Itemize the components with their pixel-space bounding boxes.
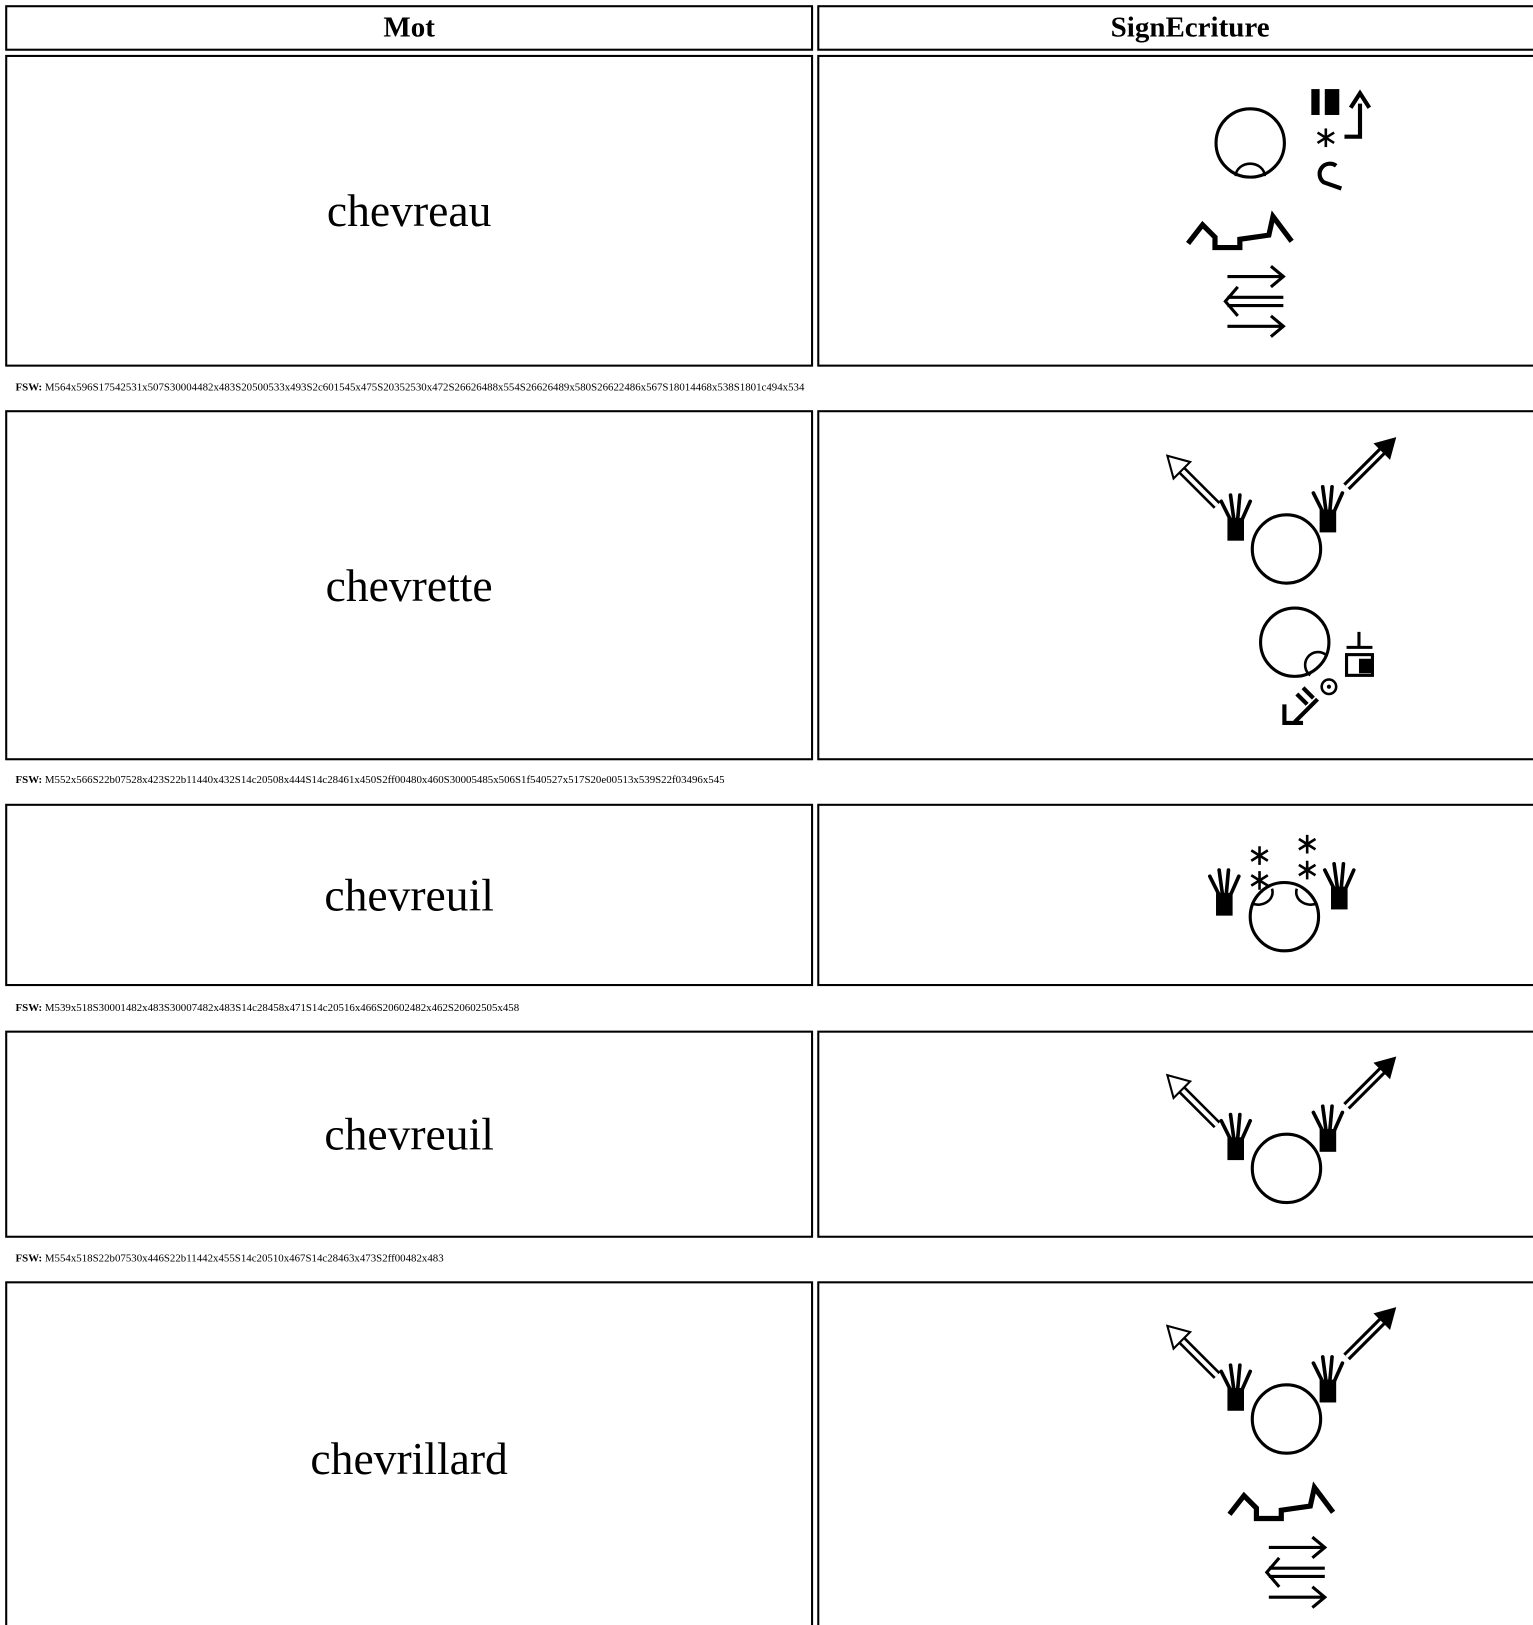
fsw-line: FSW: M564x596S17542531x507S30004482x483S…: [16, 382, 805, 393]
word-cell: chevreuil: [5, 803, 814, 987]
sign-cell: [817, 1030, 1533, 1238]
fsw-line: FSW: M539x518S30001482x483S30007482x483S…: [16, 1003, 520, 1014]
sign-chevreuil: [1167, 1057, 1396, 1203]
word-cell: chevreau: [5, 54, 814, 367]
sign-cell: [817, 1281, 1533, 1625]
fsw-code: M564x596S17542531x507S30004482x483S20500…: [44, 382, 805, 394]
sign-chevrette: [1167, 437, 1396, 726]
word-cell: chevreuil: [5, 1030, 814, 1238]
fsw-label: FSW:: [15, 1002, 43, 1015]
sign-chevreuil: [1208, 833, 1356, 953]
sign-cell: [817, 54, 1533, 367]
fsw-code: M539x518S30001482x483S30007482x483S14c28…: [44, 1002, 520, 1015]
word-cell: chevrillard: [5, 1281, 814, 1625]
fsw-code: M552x566S22b07528x423S22b11440x432S14c20…: [44, 774, 725, 787]
fsw-line: FSW: M552x566S22b07528x423S22b11440x432S…: [16, 775, 725, 786]
fsw-label: FSW:: [15, 774, 43, 787]
sign-cell: [817, 803, 1533, 987]
fsw-label: FSW:: [15, 382, 43, 394]
sign-chevreau: [1188, 89, 1372, 337]
sign-cell: [817, 410, 1533, 761]
sign-chevrillard: [1167, 1307, 1396, 1607]
fsw-line: FSW: M554x518S22b07530x446S22b11442x455S…: [16, 1253, 444, 1264]
column-header: Mot: [5, 5, 814, 51]
fsw-code: M554x518S22b07530x446S22b11442x455S14c20…: [44, 1253, 444, 1265]
column-header: SignEcriture: [817, 5, 1533, 51]
word-cell: chevrette: [5, 410, 814, 761]
fsw-label: FSW:: [15, 1253, 43, 1265]
